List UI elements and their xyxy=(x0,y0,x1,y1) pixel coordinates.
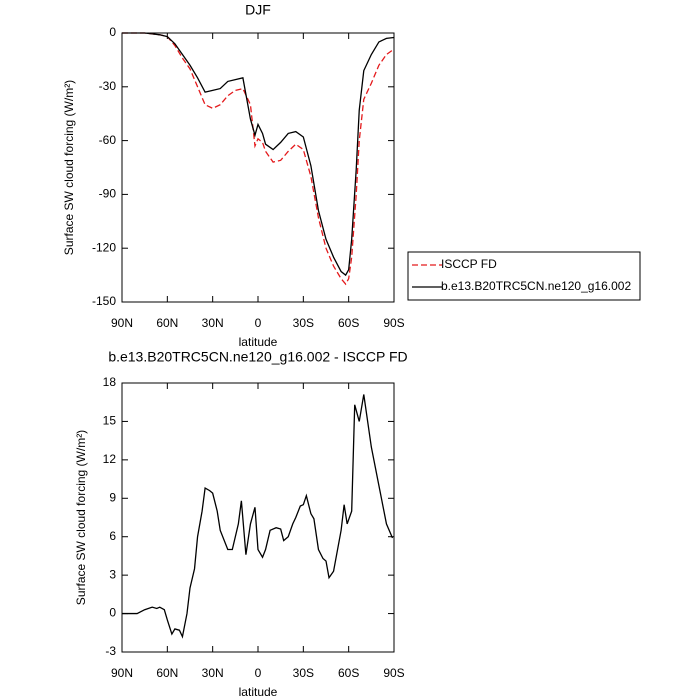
y-tick-label: 12 xyxy=(103,452,117,466)
x-tick-label: 90N xyxy=(111,316,133,330)
x-tick-label: 60S xyxy=(338,316,359,330)
y-tick-label: 6 xyxy=(109,529,116,543)
y-tick-label: 15 xyxy=(103,414,117,428)
y-tick-label: -30 xyxy=(99,79,117,93)
y-tick-label: 0 xyxy=(109,606,116,620)
legend-label: ISCCP FD xyxy=(441,257,497,271)
y-tick-label: -120 xyxy=(92,240,116,254)
x-axis-label: latitude xyxy=(239,685,278,699)
x-tick-label: 30N xyxy=(202,666,224,680)
legend-box xyxy=(407,251,641,301)
x-tick-label: 90S xyxy=(383,666,404,680)
y-tick-label: -150 xyxy=(92,294,116,308)
y-axis-label: Surface SW cloud forcing (W/m²) xyxy=(62,80,76,255)
y-tick-label: 0 xyxy=(109,25,116,39)
x-tick-label: 30S xyxy=(293,316,314,330)
y-tick-label: -3 xyxy=(105,644,116,658)
y-tick-label: 3 xyxy=(109,567,116,581)
x-tick-label: 30S xyxy=(293,666,314,680)
y-tick-label: 18 xyxy=(103,375,117,389)
x-tick-label: 60N xyxy=(156,316,178,330)
x-tick-label: 90N xyxy=(111,666,133,680)
x-tick-label: 60S xyxy=(338,666,359,680)
x-tick-label: 30N xyxy=(202,316,224,330)
x-tick-label: 0 xyxy=(255,666,262,680)
legend-label: b.e13.B20TRC5CN.ne120_g16.002 xyxy=(441,279,631,293)
y-axis-label: Surface SW cloud forcing (W/m²) xyxy=(74,430,88,605)
x-tick-label: 0 xyxy=(255,316,262,330)
data-line xyxy=(122,32,395,286)
x-axis-label: latitude xyxy=(239,335,278,349)
data-line xyxy=(122,394,394,639)
x-tick-label: 60N xyxy=(156,666,178,680)
y-tick-label: -60 xyxy=(99,133,117,147)
y-tick-label: 9 xyxy=(109,490,116,504)
plot-frame xyxy=(121,382,395,653)
x-tick-label: 90S xyxy=(383,316,404,330)
chart-title: b.e13.B20TRC5CN.ne120_g16.002 - ISCCP FD xyxy=(108,349,407,365)
chart-title: DJF xyxy=(245,2,271,18)
y-tick-label: -90 xyxy=(99,187,117,201)
plot-frame xyxy=(121,32,395,303)
data-line xyxy=(122,32,395,277)
